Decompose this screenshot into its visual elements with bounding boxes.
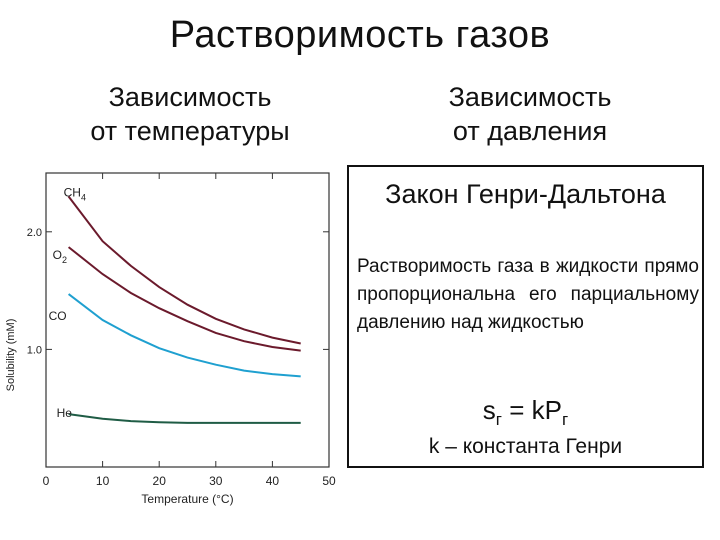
- y-tick-label: 1.0: [27, 344, 42, 356]
- plot-frame: [45, 172, 330, 468]
- x-tick-label: 20: [153, 474, 167, 488]
- x-axis-title: Temperature (°C): [141, 492, 233, 506]
- henry-law-formula: sг = kPг: [349, 395, 702, 430]
- series-label-main: O: [53, 248, 62, 262]
- y-tick-label: 2.0: [27, 227, 42, 239]
- heading-line: от давления: [452, 116, 608, 146]
- series-label-sub: 4: [81, 193, 86, 203]
- series-label: He: [57, 406, 73, 420]
- series-label-main: CO: [49, 309, 67, 323]
- y-axis-title: Solubility (mM): [5, 319, 17, 392]
- x-tick-label: 40: [266, 474, 280, 488]
- series-label-main: CH: [64, 186, 81, 200]
- series-line-he: [68, 413, 301, 424]
- formula-eq: = kP: [502, 395, 562, 425]
- series-label-sub: 2: [62, 255, 67, 265]
- series-label: CH4: [64, 186, 86, 203]
- series-line-co: [67, 293, 301, 378]
- x-tick-label: 30: [209, 474, 223, 488]
- x-tick-label: 10: [96, 474, 110, 488]
- formula-sub: г: [561, 410, 569, 430]
- heading-line: Зависимость: [448, 82, 612, 112]
- series-label-main: He: [57, 406, 73, 420]
- heading-line: Зависимость: [108, 82, 272, 112]
- temperature-dependence-heading: Зависимость от температуры: [40, 80, 340, 148]
- henry-law-box: Закон Генри-Дальтона Растворимость газа …: [347, 165, 704, 468]
- page-title: Растворимость газов: [169, 14, 551, 56]
- series-line-o2: [67, 246, 301, 352]
- henry-law-title: Закон Генри-Дальтона: [385, 179, 666, 209]
- formula-sub: г: [495, 410, 502, 430]
- series-line-ch4: [67, 195, 301, 345]
- x-tick-label: 50: [322, 474, 336, 488]
- henry-constant-note: k – константа Генри: [428, 435, 623, 458]
- solubility-chart: 0 10 20 30 40 50 1.0 2.0 Temperature (°C) Solubil…: [5, 172, 336, 506]
- henry-law-text: Растворимость газа в жидкости прямо проп…: [357, 256, 699, 333]
- series-label: O2: [53, 248, 67, 265]
- formula-s: s: [482, 395, 496, 425]
- x-tick-label: 0: [43, 474, 50, 488]
- pressure-dependence-heading: Зависимость от давления: [380, 80, 680, 148]
- heading-line: от температуры: [90, 116, 290, 146]
- series-label: CO: [49, 309, 67, 323]
